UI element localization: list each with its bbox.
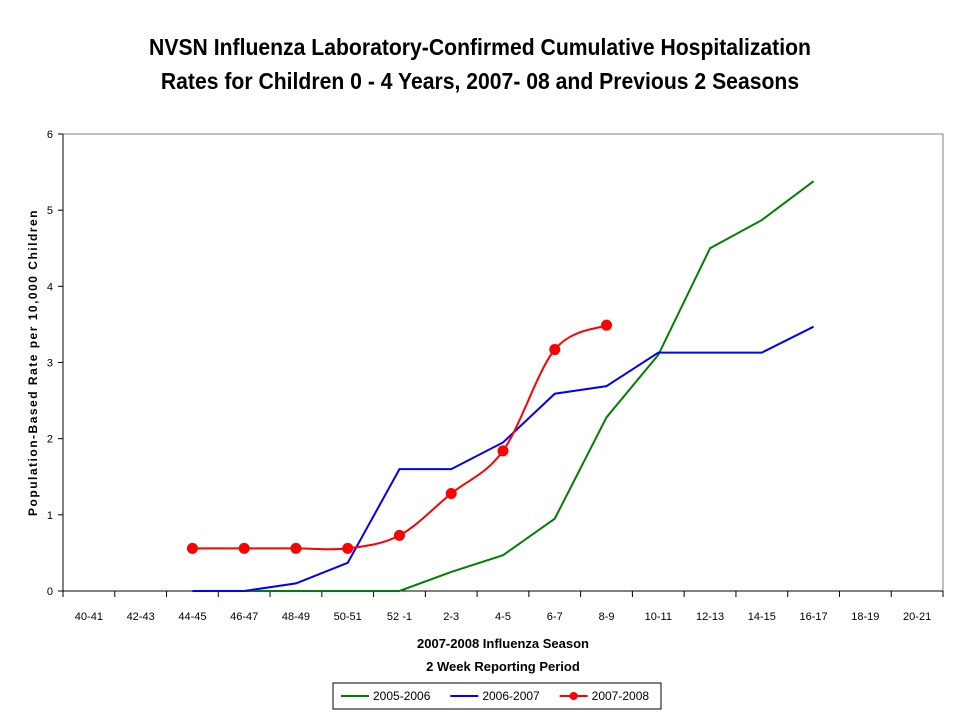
x-tick-label: 20-21 (903, 611, 931, 623)
y-tick-label: 0 (47, 586, 53, 598)
series-2005-2006 (192, 180, 815, 592)
x-tick-label: 10-11 (645, 611, 672, 623)
data-point (601, 319, 613, 331)
data-point (186, 542, 198, 554)
data-point (393, 529, 405, 541)
series-line (192, 325, 815, 592)
data-point (238, 542, 250, 554)
y-tick-label: 2 (47, 434, 53, 446)
series-layer (186, 180, 815, 592)
plot-area (62, 133, 944, 592)
data-point (497, 445, 509, 457)
x-tick-label: 46-47 (230, 611, 258, 623)
x-tick-label: 48-49 (282, 611, 310, 623)
x-axis-label-line-2: 2 Week Reporting Period (426, 659, 580, 674)
y-axis: 0 1 2 3 4 5 6 (47, 129, 64, 598)
x-tick-label: 16-17 (800, 611, 828, 623)
y-tick-label: 6 (47, 129, 53, 141)
data-point (549, 344, 561, 356)
plot-frame (62, 133, 944, 592)
legend-marker (569, 692, 578, 700)
legend-item: 2007-2008 (559, 689, 650, 703)
x-tick-label: 52 -1 (387, 611, 412, 623)
y-tick-label: 3 (47, 358, 53, 370)
x-tick-label: 2-3 (443, 611, 459, 623)
data-point (290, 542, 302, 554)
chart-title-line-1: NVSN Influenza Laboratory-Confirmed Cumu… (149, 34, 811, 60)
legend-label: 2007-2008 (592, 689, 650, 703)
legend: 2005-2006 2006-2007 2007-2008 (332, 682, 662, 710)
series-2007-2008 (186, 319, 613, 554)
x-tick-label: 8-9 (599, 611, 615, 623)
x-axis-label-line-1: 2007-2008 Influenza Season (417, 636, 589, 651)
x-axis: 40-41 42-43 44-45 46-47 48-49 50-51 52 -1 2-3 4-… (62, 590, 944, 623)
chart-title-line-2: Rates for Children 0 - 4 Years, 2007- 08… (160, 68, 800, 94)
legend-item: 2006-2007 (450, 689, 540, 703)
legend-label: 2006-2007 (482, 689, 540, 703)
y-tick-label: 5 (47, 205, 53, 217)
x-tick-label: 4-5 (495, 611, 511, 623)
x-tick-label: 18-19 (851, 611, 879, 623)
y-tick-label: 4 (47, 281, 53, 293)
series-2006-2007 (192, 325, 815, 592)
x-tick-label: 40-41 (75, 611, 103, 623)
series-line (192, 324, 607, 551)
x-tick-label: 14-15 (748, 611, 776, 623)
legend-item: 2005-2006 (341, 689, 431, 703)
x-tick-label: 42-43 (127, 611, 155, 623)
x-tick-label: 6-7 (547, 611, 563, 623)
data-point (445, 488, 457, 500)
chart-title: NVSN Influenza Laboratory-Confirmed Cumu… (38, 30, 921, 98)
legend-label: 2005-2006 (373, 689, 431, 703)
y-tick-label: 1 (47, 510, 53, 522)
y-axis-label: Population-Based Rate per 10,000 Childre… (26, 209, 40, 516)
x-tick-label: 44-45 (178, 611, 206, 623)
x-tick-label: 50-51 (334, 611, 362, 623)
data-point (342, 542, 354, 554)
legend-box (332, 682, 662, 710)
x-tick-label: 12-13 (696, 611, 724, 623)
series-line (192, 180, 815, 592)
